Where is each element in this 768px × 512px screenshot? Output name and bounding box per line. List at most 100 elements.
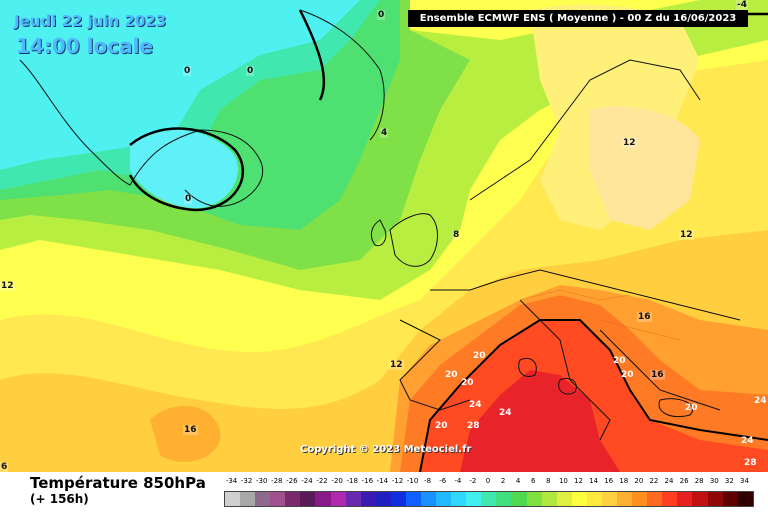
scale-swatch: [375, 492, 391, 506]
scale-swatch: [390, 492, 406, 506]
isotherm-label: 28: [467, 421, 480, 431]
isotherm-label: 24: [741, 436, 754, 446]
scale-tick-label: -26: [286, 477, 298, 485]
scale-swatch: [466, 492, 482, 506]
scale-tick-label: 14: [589, 477, 599, 485]
scale-tick-label: -24: [301, 477, 313, 485]
scale-swatch: [647, 492, 663, 506]
scale-tick-label: -10: [406, 477, 419, 485]
scale-tick-label: 20: [634, 477, 644, 485]
color-scale: [224, 491, 754, 507]
isotherm-label: 12: [0, 281, 15, 291]
scale-tick-label: 24: [664, 477, 674, 485]
scandinavia-pale: [590, 106, 700, 230]
scale-tick-label: -30: [255, 477, 268, 485]
scale-tick-label: 16: [604, 477, 614, 485]
copyright-notice: Copyright © 2023 Meteociel.fr: [300, 444, 472, 455]
scale-tick-label: -18: [346, 477, 358, 485]
scale-swatch: [737, 492, 753, 506]
scale-swatch: [526, 492, 542, 506]
scale-tick-label: -32: [240, 477, 253, 485]
scale-swatch: [707, 492, 723, 506]
scale-swatch: [436, 492, 452, 506]
isotherm-20-lines: [419, 319, 768, 472]
forecast-time: 14:00 locale: [16, 34, 153, 58]
isotherm-label: 24: [469, 400, 482, 410]
isotherm-label: 20: [621, 370, 634, 380]
scale-swatch: [511, 492, 527, 506]
band-0: [0, 0, 360, 170]
relief-lines: [519, 289, 681, 341]
scale-swatch: [300, 492, 316, 506]
isotherm-label: 12: [389, 360, 404, 370]
scale-swatch: [677, 492, 693, 506]
scale-swatch: [601, 492, 618, 506]
scale-tick-label: 4: [515, 477, 521, 485]
scale-tick-label: 30: [709, 477, 719, 485]
scale-tick-label: -28: [271, 477, 283, 485]
scale-tick-label: -16: [361, 477, 374, 485]
isotherm-label: 28: [744, 458, 757, 468]
scale-swatch: [662, 492, 678, 506]
legend-title: Température 850hPa: [30, 474, 206, 492]
scale-swatch: [586, 492, 602, 506]
scale-swatch: [571, 492, 587, 506]
scale-swatch: [421, 492, 437, 506]
scale-tick-label: -4: [454, 477, 462, 485]
scale-tick-label: -2: [469, 477, 477, 485]
scale-swatch: [405, 492, 422, 506]
scale-swatch: [692, 492, 708, 506]
isotherm-label: 0: [184, 194, 193, 204]
scale-swatch: [345, 492, 361, 506]
isotherm-label: 20: [685, 403, 698, 413]
greenland-cold-core: [130, 129, 239, 209]
isotherm-label: 12: [679, 230, 694, 240]
scale-tick-label: 2: [500, 477, 506, 485]
scale-swatch: [632, 492, 648, 506]
scale-swatch: [451, 492, 467, 506]
band-18-atlantic: [150, 406, 221, 462]
scale-swatch: [255, 492, 271, 506]
isotherm-label: 20: [461, 378, 474, 388]
model-run-info: Ensemble ECMWF ENS ( Moyenne ) - 00 Z du…: [408, 10, 748, 27]
isotherm-label: 4: [380, 128, 389, 138]
scale-tick-label: 18: [619, 477, 629, 485]
scale-tick-label: -20: [331, 477, 343, 485]
scale-tick-label: 8: [546, 477, 551, 485]
scale-swatch: [270, 492, 286, 506]
isotherm-label: 8: [452, 230, 461, 240]
scale-tick-label: 34: [739, 477, 749, 485]
scale-swatch: [481, 492, 497, 506]
legend-subtitle: (+ 156h): [30, 492, 89, 506]
scale-tick-label: -14: [376, 477, 389, 485]
isotherm-label: 24: [499, 408, 512, 418]
scale-tick-label: 32: [724, 477, 734, 485]
scale-swatch: [285, 492, 301, 506]
scale-tick-label: -22: [316, 477, 328, 485]
scale-swatch: [315, 492, 331, 506]
coastlines: [19, 9, 741, 441]
temperature-field: [0, 0, 768, 472]
scale-swatch: [617, 492, 633, 506]
scale-tick-label: -12: [391, 477, 404, 485]
isotherm-label: 16: [637, 312, 652, 322]
scale-tick-label: -34: [225, 477, 238, 485]
scale-tick-label: 28: [694, 477, 704, 485]
isotherm-label: 0: [246, 66, 255, 76]
isotherm-label: 20: [435, 421, 448, 431]
scale-swatch: [556, 492, 572, 506]
scale-swatch: [240, 492, 256, 506]
isotherm-label: 0: [377, 10, 386, 20]
isotherm-label: 20: [445, 370, 458, 380]
scale-tick-label: 0: [485, 477, 491, 485]
isotherm-label: 24: [754, 396, 767, 406]
isotherm-label: 6: [0, 462, 9, 472]
scale-tick-label: 22: [649, 477, 659, 485]
isotherm-label: 16: [183, 425, 198, 435]
scale-tick-label: 6: [531, 477, 536, 485]
color-scale-labels: -34 -32 -30 -28 -26 -24 -22 -20 -18 -16 -14 -12 -10-…: [224, 477, 752, 489]
scale-swatch: [722, 492, 738, 506]
forecast-date: Jeudi 22 juin 2023: [14, 12, 167, 30]
scale-swatch: [225, 492, 241, 506]
isotherm-label: -4: [736, 0, 748, 10]
